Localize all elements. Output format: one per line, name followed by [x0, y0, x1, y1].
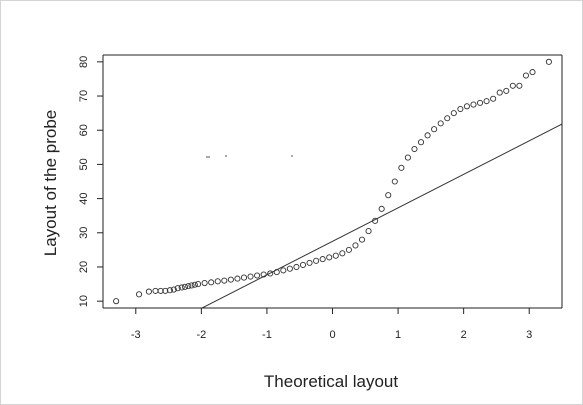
data-point [378, 205, 385, 212]
data-point [299, 261, 307, 268]
y-tick-label: 50 [78, 158, 90, 170]
data-point [267, 270, 274, 277]
x-tick-label: -2 [196, 329, 206, 341]
data-point [463, 103, 470, 110]
data-point [152, 287, 159, 294]
data-point [201, 279, 208, 287]
reference-line-group [200, 123, 562, 308]
data-point [240, 274, 248, 281]
data-point [391, 178, 398, 185]
data-point [247, 273, 254, 280]
data-point [326, 254, 333, 261]
x-tick-label: -1 [262, 329, 272, 341]
data-point [417, 139, 425, 146]
data-point [450, 110, 457, 117]
data-point [162, 287, 169, 294]
y-tick-label: 60 [78, 124, 90, 136]
axes: -3 -2 -1 0 1 2 3 10 20 30 40 50 60 70 80 [78, 54, 563, 341]
data-point [398, 164, 405, 171]
data-point [136, 291, 143, 298]
x-tick-label: 0 [329, 329, 335, 341]
data-point [339, 250, 346, 257]
y-tick-label: 80 [78, 56, 90, 68]
y-tick-label: 40 [78, 192, 90, 204]
data-point [424, 132, 431, 139]
data-point [260, 271, 267, 278]
data-point [208, 279, 215, 286]
data-point [286, 265, 293, 272]
data-point [529, 69, 536, 76]
data-point [191, 281, 198, 288]
y-tick-label: 20 [78, 261, 90, 273]
data-point [234, 275, 241, 282]
data-point [457, 105, 464, 113]
data-point [516, 82, 523, 89]
data-point [221, 277, 228, 284]
data-point [293, 263, 300, 271]
data-point [313, 257, 320, 264]
data-point [254, 272, 261, 279]
data-point [404, 154, 411, 161]
data-point [385, 192, 392, 199]
data-point [214, 278, 221, 285]
data-point [470, 101, 477, 108]
y-axis-title: Layout of the probe [41, 110, 60, 257]
data-point [166, 287, 173, 294]
data-point [195, 281, 202, 288]
x-tick-label: -3 [131, 329, 141, 341]
data-point [174, 285, 181, 292]
data-point [509, 82, 516, 89]
data-point [345, 246, 352, 253]
data-point [227, 276, 234, 283]
data-point [352, 242, 359, 249]
data-point [157, 287, 164, 294]
data-point [145, 288, 152, 295]
data-point [319, 256, 326, 263]
data-point [178, 284, 185, 291]
data-point [188, 282, 195, 289]
data-point [444, 115, 451, 122]
data-point [411, 145, 418, 153]
data-point [170, 286, 177, 293]
data-point [280, 267, 287, 274]
data-point [185, 283, 192, 290]
data-point [476, 99, 484, 106]
y-tick-label: 30 [78, 227, 90, 239]
data-point [365, 228, 372, 235]
data-points [113, 58, 552, 305]
y-tick-label: 70 [78, 90, 90, 102]
data-point [332, 252, 339, 259]
x-axis-title: Theoretical layout [264, 372, 398, 391]
data-point [496, 89, 503, 96]
data-point [490, 95, 497, 102]
data-point [358, 236, 366, 243]
data-point [522, 72, 529, 79]
x-tick-label: 3 [526, 329, 532, 341]
x-tick-label: 2 [461, 329, 467, 341]
qq-reference-line [200, 123, 562, 308]
x-tick-label: 1 [395, 329, 401, 341]
data-point [431, 126, 438, 133]
data-point [113, 298, 120, 305]
y-tick-label: 10 [78, 295, 90, 307]
data-point [545, 58, 552, 65]
data-point [306, 259, 313, 266]
data-point [181, 283, 189, 290]
data-point [483, 98, 490, 105]
data-point [437, 120, 444, 127]
data-point [503, 87, 510, 94]
